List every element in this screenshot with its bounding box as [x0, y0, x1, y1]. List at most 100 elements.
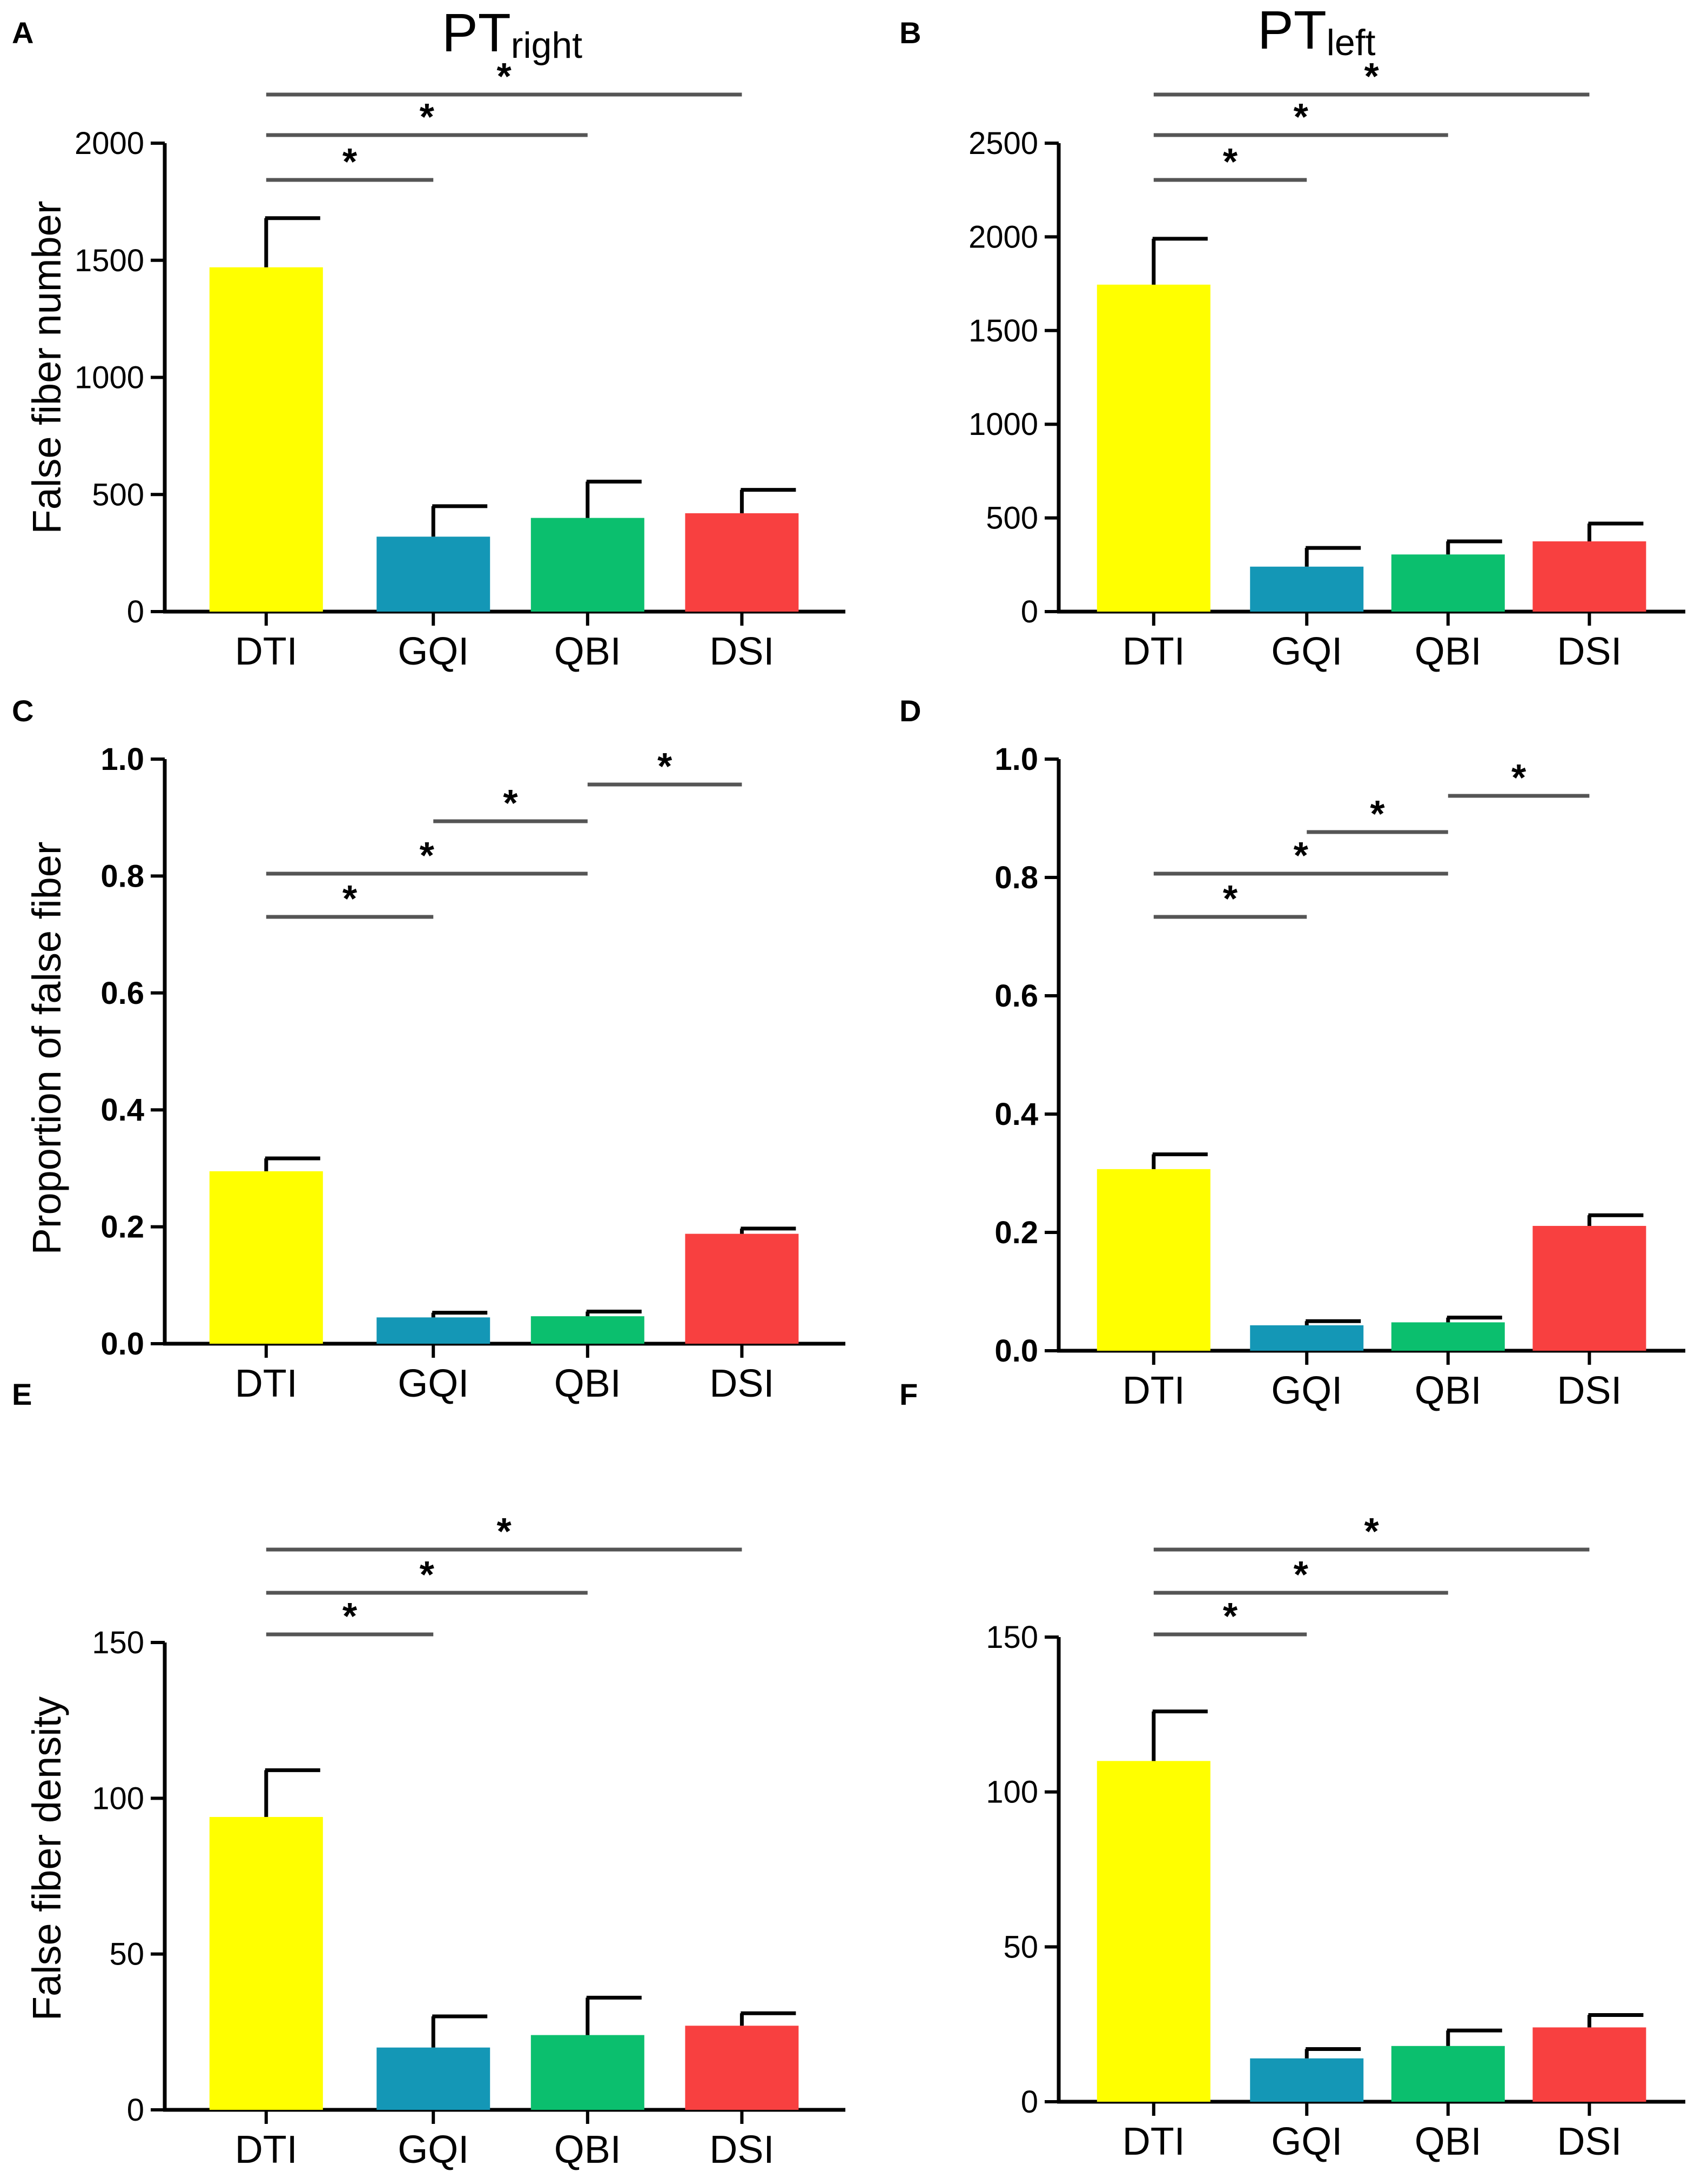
significance-star: *	[657, 745, 673, 787]
panel-letter-c: C	[12, 694, 33, 728]
y-tick-label: 1000	[969, 407, 1038, 442]
significance-star: *	[1223, 877, 1238, 920]
y-tick-label: 0.8	[100, 859, 144, 894]
bar-qbi	[1391, 554, 1505, 612]
y-tick-label: 1000	[75, 360, 144, 395]
significance-star: *	[1370, 793, 1385, 835]
bar-dti	[209, 1171, 323, 1344]
category-label-dsi: DSI	[709, 2128, 774, 2171]
y-tick-label: 0.2	[994, 1215, 1038, 1250]
y-axis-label-c: Proportion of false fiber	[24, 841, 69, 1255]
significance-star: *	[420, 834, 435, 876]
y-tick-label: 50	[1003, 1929, 1038, 1965]
y-tick-label: 0.0	[994, 1333, 1038, 1369]
chart-panel-d: 0.0 0.2 0.4 0.6 0.8 1.0 DTI GQI QBI DSI * * * *	[994, 742, 1685, 1412]
bar-dti	[209, 267, 323, 612]
y-tick-label: 0	[1021, 594, 1038, 629]
title-pt-right-main: PT	[442, 3, 511, 63]
bar-dsi	[1532, 1225, 1646, 1351]
significance-star: *	[342, 877, 358, 920]
chart-panel-c: 0.0 0.2 0.4 0.6 0.8 1.0 DTI GQI QBI DSI * * * *	[100, 742, 845, 1405]
category-label-qbi: QBI	[1415, 2120, 1482, 2163]
y-tick-label: 0.4	[100, 1092, 144, 1128]
category-label-gqi: GQI	[398, 1362, 469, 1405]
y-tick-label: 100	[986, 1775, 1038, 1810]
significance-star: *	[420, 96, 435, 138]
y-tick-label: 0	[127, 594, 144, 629]
category-label-dsi: DSI	[1557, 2120, 1622, 2163]
bar-dsi	[685, 2026, 799, 2110]
y-axis-label-e: False fiber density	[24, 1697, 69, 2021]
y-tick-label: 0.8	[994, 860, 1038, 895]
bar-gqi	[376, 2047, 490, 2110]
y-tick-label: 1.0	[994, 742, 1038, 777]
title-pt-left: PTleft	[1258, 0, 1376, 63]
category-label-qbi: QBI	[1415, 1369, 1482, 1412]
significance-star: *	[1223, 1595, 1238, 1637]
significance-star: *	[1364, 55, 1379, 97]
significance-star: *	[1294, 834, 1309, 876]
title-pt-right: PTright	[442, 3, 582, 66]
panel-letter-a: A	[12, 16, 33, 50]
category-label-gqi: GQI	[398, 2128, 469, 2171]
y-tick-label: 2000	[969, 219, 1038, 254]
bar-dsi	[685, 1233, 799, 1344]
y-tick-label: 0.6	[994, 978, 1038, 1014]
title-pt-right-sub: right	[511, 25, 582, 66]
y-tick-label: 0	[1021, 2084, 1038, 2120]
bar-gqi	[1250, 566, 1364, 612]
category-label-dti: DTI	[1122, 630, 1185, 673]
bar-dti	[1097, 284, 1211, 612]
bar-gqi	[376, 537, 490, 612]
bar-dti	[209, 1816, 323, 2110]
y-tick-label: 1500	[969, 313, 1038, 348]
bar-dsi	[1532, 541, 1646, 612]
category-label-dti: DTI	[1122, 2120, 1185, 2163]
chart-panel-f: 0 50 100 150 DTI GQI QBI DSI * * *	[986, 1510, 1685, 2163]
category-label-qbi: QBI	[554, 2128, 621, 2171]
y-tick-label: 50	[109, 1937, 144, 1972]
significance-star: *	[1223, 140, 1238, 183]
significance-star: *	[342, 1595, 358, 1637]
chart-panel-b: 0 500 1000 1500 2000 2500 DTI GQI QBI DSI * * *	[969, 55, 1685, 673]
chart-panel-a: 0 500 1000 1500 2000 DTI GQI QBI DSI * * *	[75, 55, 845, 673]
chart-panel-e: 0 50 100 150 DTI GQI QBI DSI * * *	[92, 1510, 845, 2171]
y-tick-label: 0.6	[100, 976, 144, 1011]
bar-gqi	[1250, 1325, 1364, 1351]
category-label-dsi: DSI	[709, 1362, 774, 1405]
y-tick-label: 0.4	[994, 1097, 1038, 1132]
y-tick-label: 100	[92, 1781, 144, 1816]
bar-qbi	[1391, 2046, 1505, 2102]
category-label-dti: DTI	[235, 2128, 298, 2171]
bar-gqi	[376, 1317, 490, 1344]
category-label-gqi: GQI	[1271, 1369, 1342, 1412]
y-tick-label: 500	[92, 477, 144, 512]
bar-qbi	[530, 1316, 644, 1344]
panel-letter-b: B	[899, 16, 921, 50]
bar-qbi	[530, 518, 644, 612]
significance-star: *	[1364, 1510, 1379, 1552]
y-tick-label: 0.2	[100, 1210, 144, 1245]
bar-dsi	[685, 513, 799, 612]
y-tick-label: 500	[986, 501, 1038, 536]
y-tick-label: 2500	[969, 126, 1038, 161]
category-label-qbi: QBI	[1415, 630, 1482, 673]
category-label-dti: DTI	[235, 630, 298, 673]
significance-star: *	[342, 140, 358, 183]
bar-dti	[1097, 1761, 1211, 2102]
y-tick-label: 0	[127, 2093, 144, 2128]
y-tick-label: 1.0	[100, 742, 144, 777]
y-tick-label: 150	[92, 1625, 144, 1660]
category-label-dsi: DSI	[1557, 1369, 1622, 1412]
y-axis-label-a: False fiber number	[24, 201, 69, 534]
significance-star: *	[1294, 96, 1309, 138]
title-pt-left-sub: left	[1327, 22, 1376, 63]
category-label-qbi: QBI	[554, 630, 621, 673]
significance-star: *	[1511, 756, 1527, 799]
category-label-dti: DTI	[1122, 1369, 1185, 1412]
bar-dti	[1097, 1169, 1211, 1351]
significance-star: *	[496, 1510, 512, 1552]
y-tick-label: 0.0	[100, 1326, 144, 1362]
bar-qbi	[1391, 1322, 1505, 1351]
